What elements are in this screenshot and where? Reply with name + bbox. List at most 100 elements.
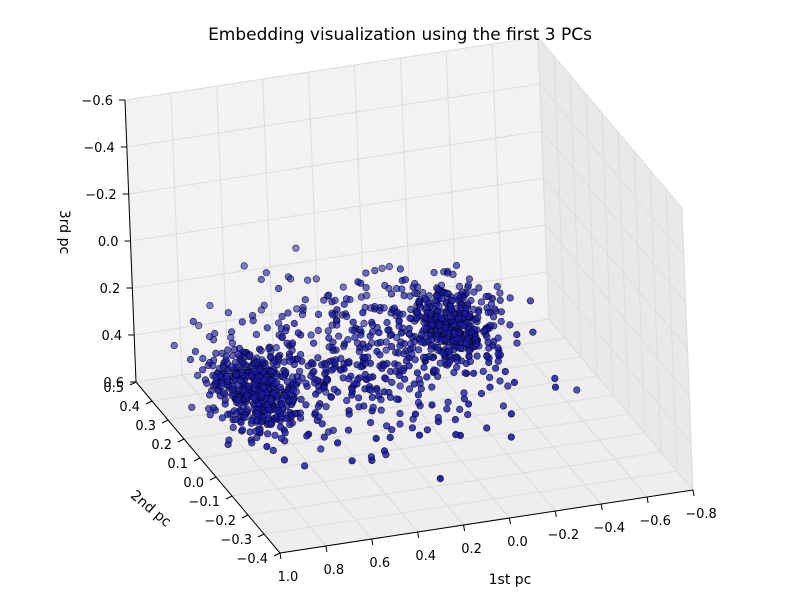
data-point [343, 312, 351, 321]
data-point [206, 333, 214, 341]
y-tick-mark [145, 400, 153, 405]
data-point [296, 367, 304, 375]
data-point [275, 319, 283, 327]
x-tick-label: 0.2 [461, 542, 482, 557]
data-point [327, 393, 335, 401]
data-point [325, 291, 333, 299]
data-point [286, 357, 294, 365]
data-point [317, 445, 325, 453]
data-point [435, 321, 444, 330]
data-point [322, 360, 331, 368]
data-point [361, 353, 369, 362]
data-point [246, 352, 254, 360]
data-point [280, 456, 289, 464]
data-point [419, 288, 427, 297]
data-point [382, 338, 390, 346]
data-point [351, 333, 359, 341]
data-point [430, 269, 438, 277]
data-point [290, 396, 298, 404]
data-point [289, 373, 297, 381]
x-tick-mark [325, 545, 328, 553]
data-point [307, 372, 315, 380]
data-point [405, 330, 413, 338]
data-point [415, 297, 423, 305]
x-tick-mark [692, 489, 695, 497]
x-axis-label: 1st pc [489, 572, 532, 588]
data-point [314, 354, 322, 362]
data-point [228, 363, 236, 371]
data-point [456, 405, 464, 414]
data-point [427, 310, 435, 318]
data-point [272, 344, 280, 352]
data-point [301, 462, 309, 470]
data-point [423, 426, 432, 434]
data-point [322, 403, 330, 411]
data-point [229, 423, 237, 432]
data-point [355, 394, 363, 402]
data-point [216, 372, 224, 380]
data-point [386, 393, 395, 401]
data-point [493, 282, 501, 291]
data-point [437, 314, 445, 322]
data-point [281, 429, 289, 437]
data-point [465, 275, 474, 283]
data-point [345, 358, 353, 366]
data-point [233, 409, 241, 417]
data-point [252, 427, 260, 435]
x-tick-mark [508, 517, 511, 525]
z-grid-line [132, 224, 690, 397]
data-point [343, 396, 351, 405]
z-grid-line [124, 36, 683, 209]
scatter-points [170, 244, 581, 483]
data-point [224, 346, 232, 354]
data-point [278, 400, 286, 408]
data-point [287, 275, 295, 283]
data-point [380, 304, 388, 312]
data-point [396, 409, 404, 418]
data-point [434, 346, 442, 354]
data-point [411, 289, 419, 297]
y-tick-label: −0.1 [188, 495, 220, 510]
data-point [330, 385, 338, 393]
data-point [314, 310, 323, 319]
data-point [312, 275, 320, 283]
data-point [257, 306, 265, 314]
data-point [186, 355, 195, 364]
data-point [436, 475, 444, 483]
data-point [271, 357, 279, 365]
data-point [260, 376, 269, 384]
data-point [551, 374, 559, 383]
data-point [298, 311, 307, 319]
data-point [377, 396, 385, 404]
data-point [232, 371, 240, 379]
data-point [265, 345, 273, 353]
data-point [264, 430, 272, 438]
data-point [322, 375, 331, 383]
z-tick-label: 0.4 [101, 329, 122, 344]
data-point [483, 333, 491, 341]
data-point [477, 389, 486, 398]
data-point [496, 377, 504, 385]
data-point [301, 296, 309, 304]
data-point [444, 398, 452, 406]
y-tick-mark [257, 533, 265, 538]
data-point [437, 281, 446, 289]
data-point [461, 309, 470, 318]
data-point [260, 384, 268, 392]
data-point [340, 342, 348, 350]
data-point [245, 382, 253, 390]
data-point [276, 423, 285, 431]
y-tick-label: 0.4 [119, 400, 140, 415]
data-point [297, 395, 305, 404]
data-point [441, 323, 450, 332]
data-point [349, 318, 357, 326]
data-point [274, 407, 282, 415]
y-tick-label: −0.3 [220, 533, 252, 548]
data-point [282, 368, 290, 376]
data-point [360, 319, 368, 328]
data-point [267, 367, 275, 376]
data-point [413, 369, 422, 377]
data-point [257, 275, 265, 284]
data-point [367, 453, 376, 461]
x-tick-label: 0.4 [415, 549, 436, 564]
